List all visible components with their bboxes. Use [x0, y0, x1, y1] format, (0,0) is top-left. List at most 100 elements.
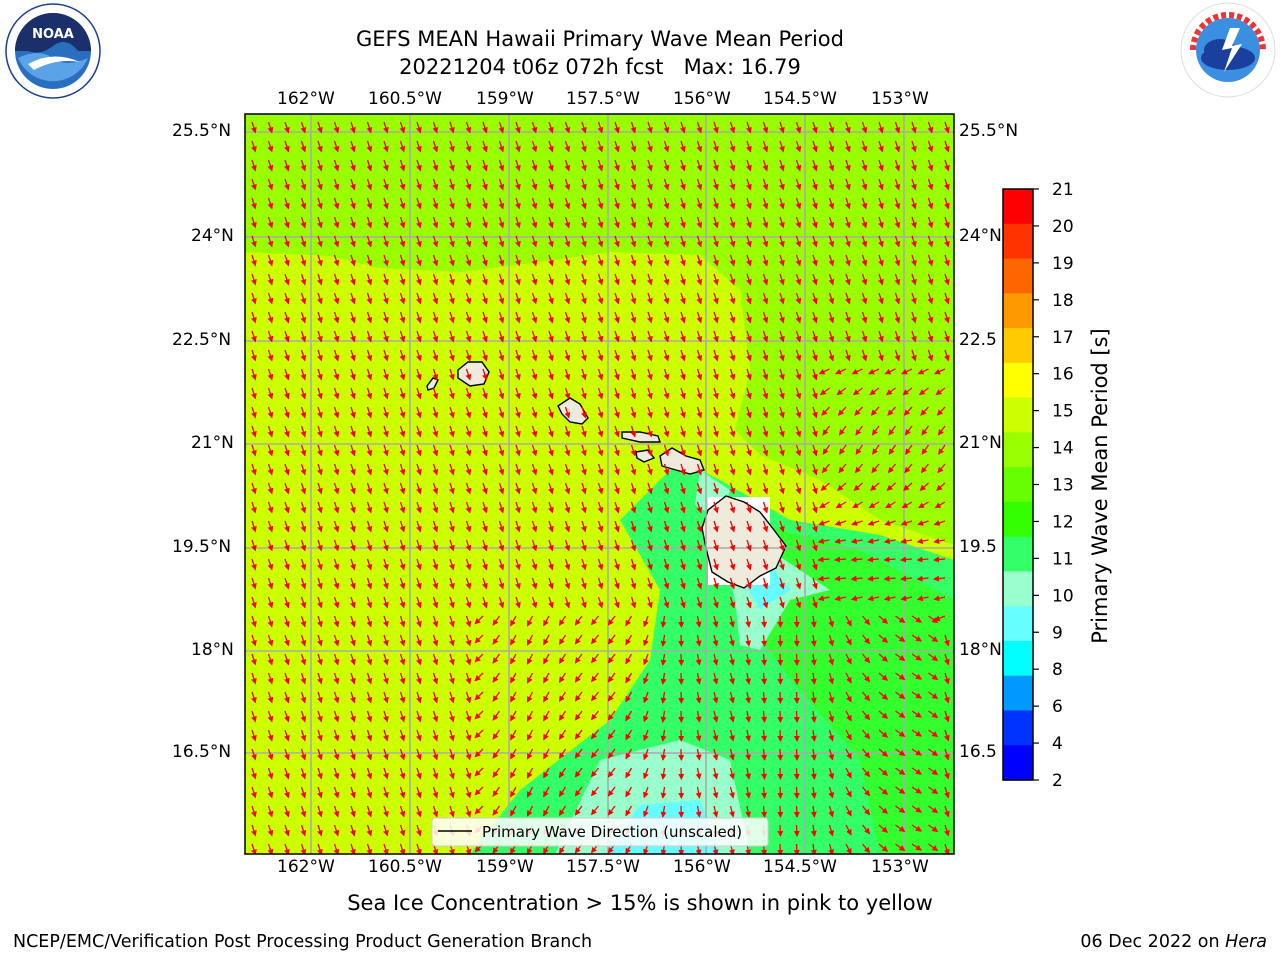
- wave-vector: [399, 634, 406, 647]
- wave-vector: [350, 463, 356, 476]
- wave-vector: [465, 672, 472, 685]
- wave-vector: [267, 615, 274, 628]
- wave-vector: [793, 691, 800, 704]
- wave-vector: [300, 824, 307, 837]
- wave-vector: [333, 729, 340, 742]
- wave-vector: [350, 824, 356, 837]
- wave-vector: [383, 444, 389, 457]
- wave-vector: [333, 824, 340, 837]
- wave-vector: [300, 311, 307, 324]
- wave-vector: [498, 159, 505, 172]
- lat-label-left: 18°N: [191, 640, 234, 660]
- wave-vector: [284, 767, 290, 780]
- wave-vector: [416, 406, 422, 419]
- wave-vector: [564, 292, 571, 305]
- wave-vector: [366, 349, 373, 362]
- wave-vector: [333, 501, 340, 514]
- wave-vector: [399, 330, 406, 343]
- wave-vector: [333, 672, 340, 685]
- wave-vector: [498, 596, 505, 609]
- wave-vector: [284, 653, 290, 666]
- wave-vector: [317, 463, 323, 476]
- wave-vector: [251, 482, 257, 495]
- colorbar-tick-label: 10: [1052, 586, 1074, 606]
- wave-vector: [515, 292, 521, 305]
- wave-vector: [531, 387, 538, 400]
- wave-vector: [383, 121, 389, 134]
- wave-vector: [251, 824, 257, 837]
- wave-vector: [531, 444, 538, 457]
- wave-vector: [498, 501, 505, 514]
- wave-vector: [416, 178, 422, 191]
- wave-vector: [564, 368, 571, 381]
- wave-vector: [465, 710, 472, 723]
- wave-vector: [284, 349, 290, 362]
- wave-vector: [300, 672, 307, 685]
- wave-vector: [350, 577, 356, 590]
- lon-label-top: 159°W: [476, 89, 534, 109]
- wave-vector: [399, 444, 406, 457]
- wave-vector: [399, 615, 406, 628]
- wave-vector: [474, 710, 484, 720]
- colorbar-label: Primary Wave Mean Period [s]: [1088, 328, 1112, 644]
- wave-vector: [432, 653, 439, 666]
- wave-vector: [366, 596, 373, 609]
- wave-vector: [383, 330, 389, 343]
- wave-vector: [399, 311, 406, 324]
- wave-vector: [416, 539, 422, 552]
- wave-vector: [300, 596, 307, 609]
- wave-vector: [564, 444, 571, 457]
- wave-vector: [300, 786, 307, 799]
- wave-vector: [531, 406, 538, 419]
- wave-vector: [333, 482, 340, 495]
- wave-vector: [515, 444, 521, 457]
- wave-vector: [777, 767, 784, 780]
- wave-vector: [482, 406, 488, 419]
- wave-vector: [548, 235, 554, 248]
- colorbar-tick-label: 20: [1052, 217, 1074, 237]
- wave-vector: [492, 653, 501, 664]
- wave-vector: [449, 520, 455, 533]
- wave-vector: [416, 729, 422, 742]
- colorbar-swatch: [1003, 536, 1033, 573]
- wave-vector: [399, 387, 406, 400]
- wave-vector: [267, 558, 274, 571]
- wave-vector: [548, 197, 554, 210]
- wave-vector: [548, 330, 554, 343]
- wave-vector: [510, 615, 517, 627]
- wave-vector: [284, 121, 290, 134]
- colorbar-swatch: [1003, 606, 1033, 642]
- wave-vector: [300, 710, 307, 723]
- wave-vector: [510, 767, 517, 779]
- wave-vector: [558, 672, 567, 684]
- wave-vector: [251, 121, 257, 134]
- colorbar-swatch: [1003, 328, 1033, 364]
- wave-vector: [449, 273, 455, 286]
- wave-vector: [300, 235, 307, 248]
- wave-vector: [333, 805, 340, 818]
- wave-vector: [251, 634, 257, 647]
- wave-vector: [432, 387, 439, 400]
- wave-vector: [300, 577, 307, 590]
- wave-vector: [267, 368, 274, 381]
- wave-vector: [284, 197, 290, 210]
- wave-vector: [482, 539, 488, 552]
- wave-vector: [284, 425, 290, 438]
- wave-vector: [564, 197, 571, 210]
- wave-vector: [416, 653, 422, 666]
- wave-vector: [543, 710, 550, 722]
- wave-vector: [531, 425, 538, 438]
- wave-vector: [482, 368, 488, 381]
- wave-vector: [317, 748, 323, 761]
- wave-vector: [449, 805, 455, 818]
- wave-vector: [510, 805, 517, 817]
- wave-vector: [449, 349, 455, 362]
- wave-vector: [251, 292, 257, 305]
- wave-vector: [267, 729, 274, 742]
- wave-vector: [432, 140, 439, 153]
- wave-vector: [251, 159, 257, 172]
- wave-vector: [317, 615, 323, 628]
- wave-vector: [267, 843, 274, 854]
- wave-vector: [465, 406, 472, 419]
